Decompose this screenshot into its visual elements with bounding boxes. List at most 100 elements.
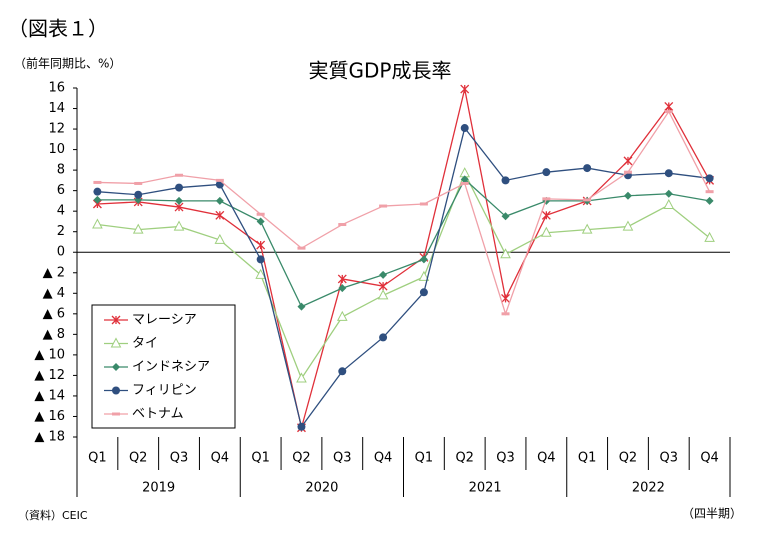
marker <box>419 202 428 206</box>
marker <box>336 310 348 321</box>
marker <box>460 181 469 185</box>
y-tick-label: 12 <box>48 122 65 137</box>
marker-shape <box>581 223 593 234</box>
marker-shape <box>460 124 469 133</box>
x-tick-label: Q2 <box>619 451 638 466</box>
legend-label: インドネシア <box>132 360 210 375</box>
marker <box>215 196 224 205</box>
marker-shape <box>500 248 511 259</box>
marker <box>379 204 388 208</box>
x-group-label: 2019 <box>142 481 175 496</box>
y-tick-label: ▲ 12 <box>34 368 65 383</box>
x-tick-label: Q3 <box>660 451 679 466</box>
marker-shape <box>112 412 120 416</box>
marker-shape <box>297 302 306 311</box>
legend-label: フィリピン <box>132 383 197 398</box>
marker-shape <box>664 110 673 114</box>
marker-shape <box>134 181 143 185</box>
marker <box>256 212 265 216</box>
marker <box>255 268 266 279</box>
marker-shape <box>460 175 469 184</box>
chart-title: 実質GDP成長率 <box>309 59 452 83</box>
marker-shape <box>92 218 103 229</box>
marker-shape <box>215 178 224 182</box>
marker <box>581 223 593 234</box>
marker-shape <box>134 190 143 199</box>
marker-shape <box>705 196 714 205</box>
marker-shape <box>705 190 714 194</box>
y-tick-label: 0 <box>57 245 65 260</box>
x-tick-label: Q3 <box>170 451 189 466</box>
y-tick-label: ▲ 10 <box>34 347 65 362</box>
y-tick-label: 10 <box>48 142 65 157</box>
marker-shape <box>93 195 102 204</box>
marker-shape <box>663 198 675 210</box>
marker <box>214 233 226 244</box>
series-line <box>97 126 710 429</box>
marker <box>664 189 673 198</box>
y-unit: （前年同期比、%） <box>14 56 121 71</box>
x-group-label: 2020 <box>305 481 338 496</box>
marker <box>623 156 633 166</box>
marker-shape <box>501 312 510 316</box>
marker-shape <box>214 233 226 244</box>
marker <box>583 198 592 202</box>
marker <box>501 176 510 185</box>
x-tick-label: Q2 <box>292 451 311 466</box>
marker <box>112 412 120 416</box>
marker-shape <box>664 189 673 198</box>
marker <box>92 218 103 229</box>
marker <box>175 196 184 205</box>
figure-label: （図表１） <box>8 17 108 41</box>
marker-shape <box>338 367 347 376</box>
marker-shape <box>93 187 102 196</box>
marker <box>377 289 389 300</box>
y-tick-label: ▲ 14 <box>34 388 65 403</box>
marker-shape <box>175 196 184 205</box>
marker <box>705 196 714 205</box>
y-tick-label: ▲ 8 <box>43 327 65 342</box>
legend-label: マレーシア <box>132 313 197 328</box>
marker <box>215 178 224 182</box>
y-tick-label: ▲ 16 <box>34 409 65 424</box>
x-tick-label: Q4 <box>374 451 393 466</box>
marker <box>622 220 634 231</box>
marker <box>623 170 632 174</box>
y-tick-label: 6 <box>57 183 65 198</box>
marker <box>418 270 430 281</box>
marker-shape <box>377 289 389 300</box>
marker <box>256 217 265 226</box>
marker-shape <box>418 270 430 281</box>
x-unit: （四半期） <box>682 507 742 521</box>
marker <box>663 198 675 210</box>
marker <box>705 174 714 183</box>
marker <box>296 372 307 383</box>
series-line <box>97 110 711 316</box>
marker <box>583 164 592 173</box>
x-tick-label: Q4 <box>537 451 556 466</box>
marker <box>297 246 306 250</box>
marker-shape <box>460 181 469 185</box>
marker <box>460 175 469 184</box>
marker-shape <box>501 176 510 185</box>
marker-shape <box>704 231 715 242</box>
x-tick-label: Q2 <box>455 451 474 466</box>
marker <box>623 191 632 200</box>
x-tick-label: Q3 <box>496 451 515 466</box>
x-tick-label: Q2 <box>129 451 148 466</box>
marker-shape <box>110 337 122 348</box>
marker-shape <box>622 220 634 231</box>
marker <box>501 293 510 303</box>
x-group-label: 2022 <box>632 481 665 496</box>
y-tick-label: 8 <box>57 163 65 178</box>
marker <box>704 231 715 242</box>
marker <box>132 223 144 234</box>
marker-shape <box>419 288 428 297</box>
marker <box>501 312 510 316</box>
x-tick-label: Q1 <box>415 451 434 466</box>
series-line <box>97 171 711 380</box>
marker <box>664 169 673 178</box>
marker <box>175 173 184 177</box>
marker <box>500 248 511 259</box>
